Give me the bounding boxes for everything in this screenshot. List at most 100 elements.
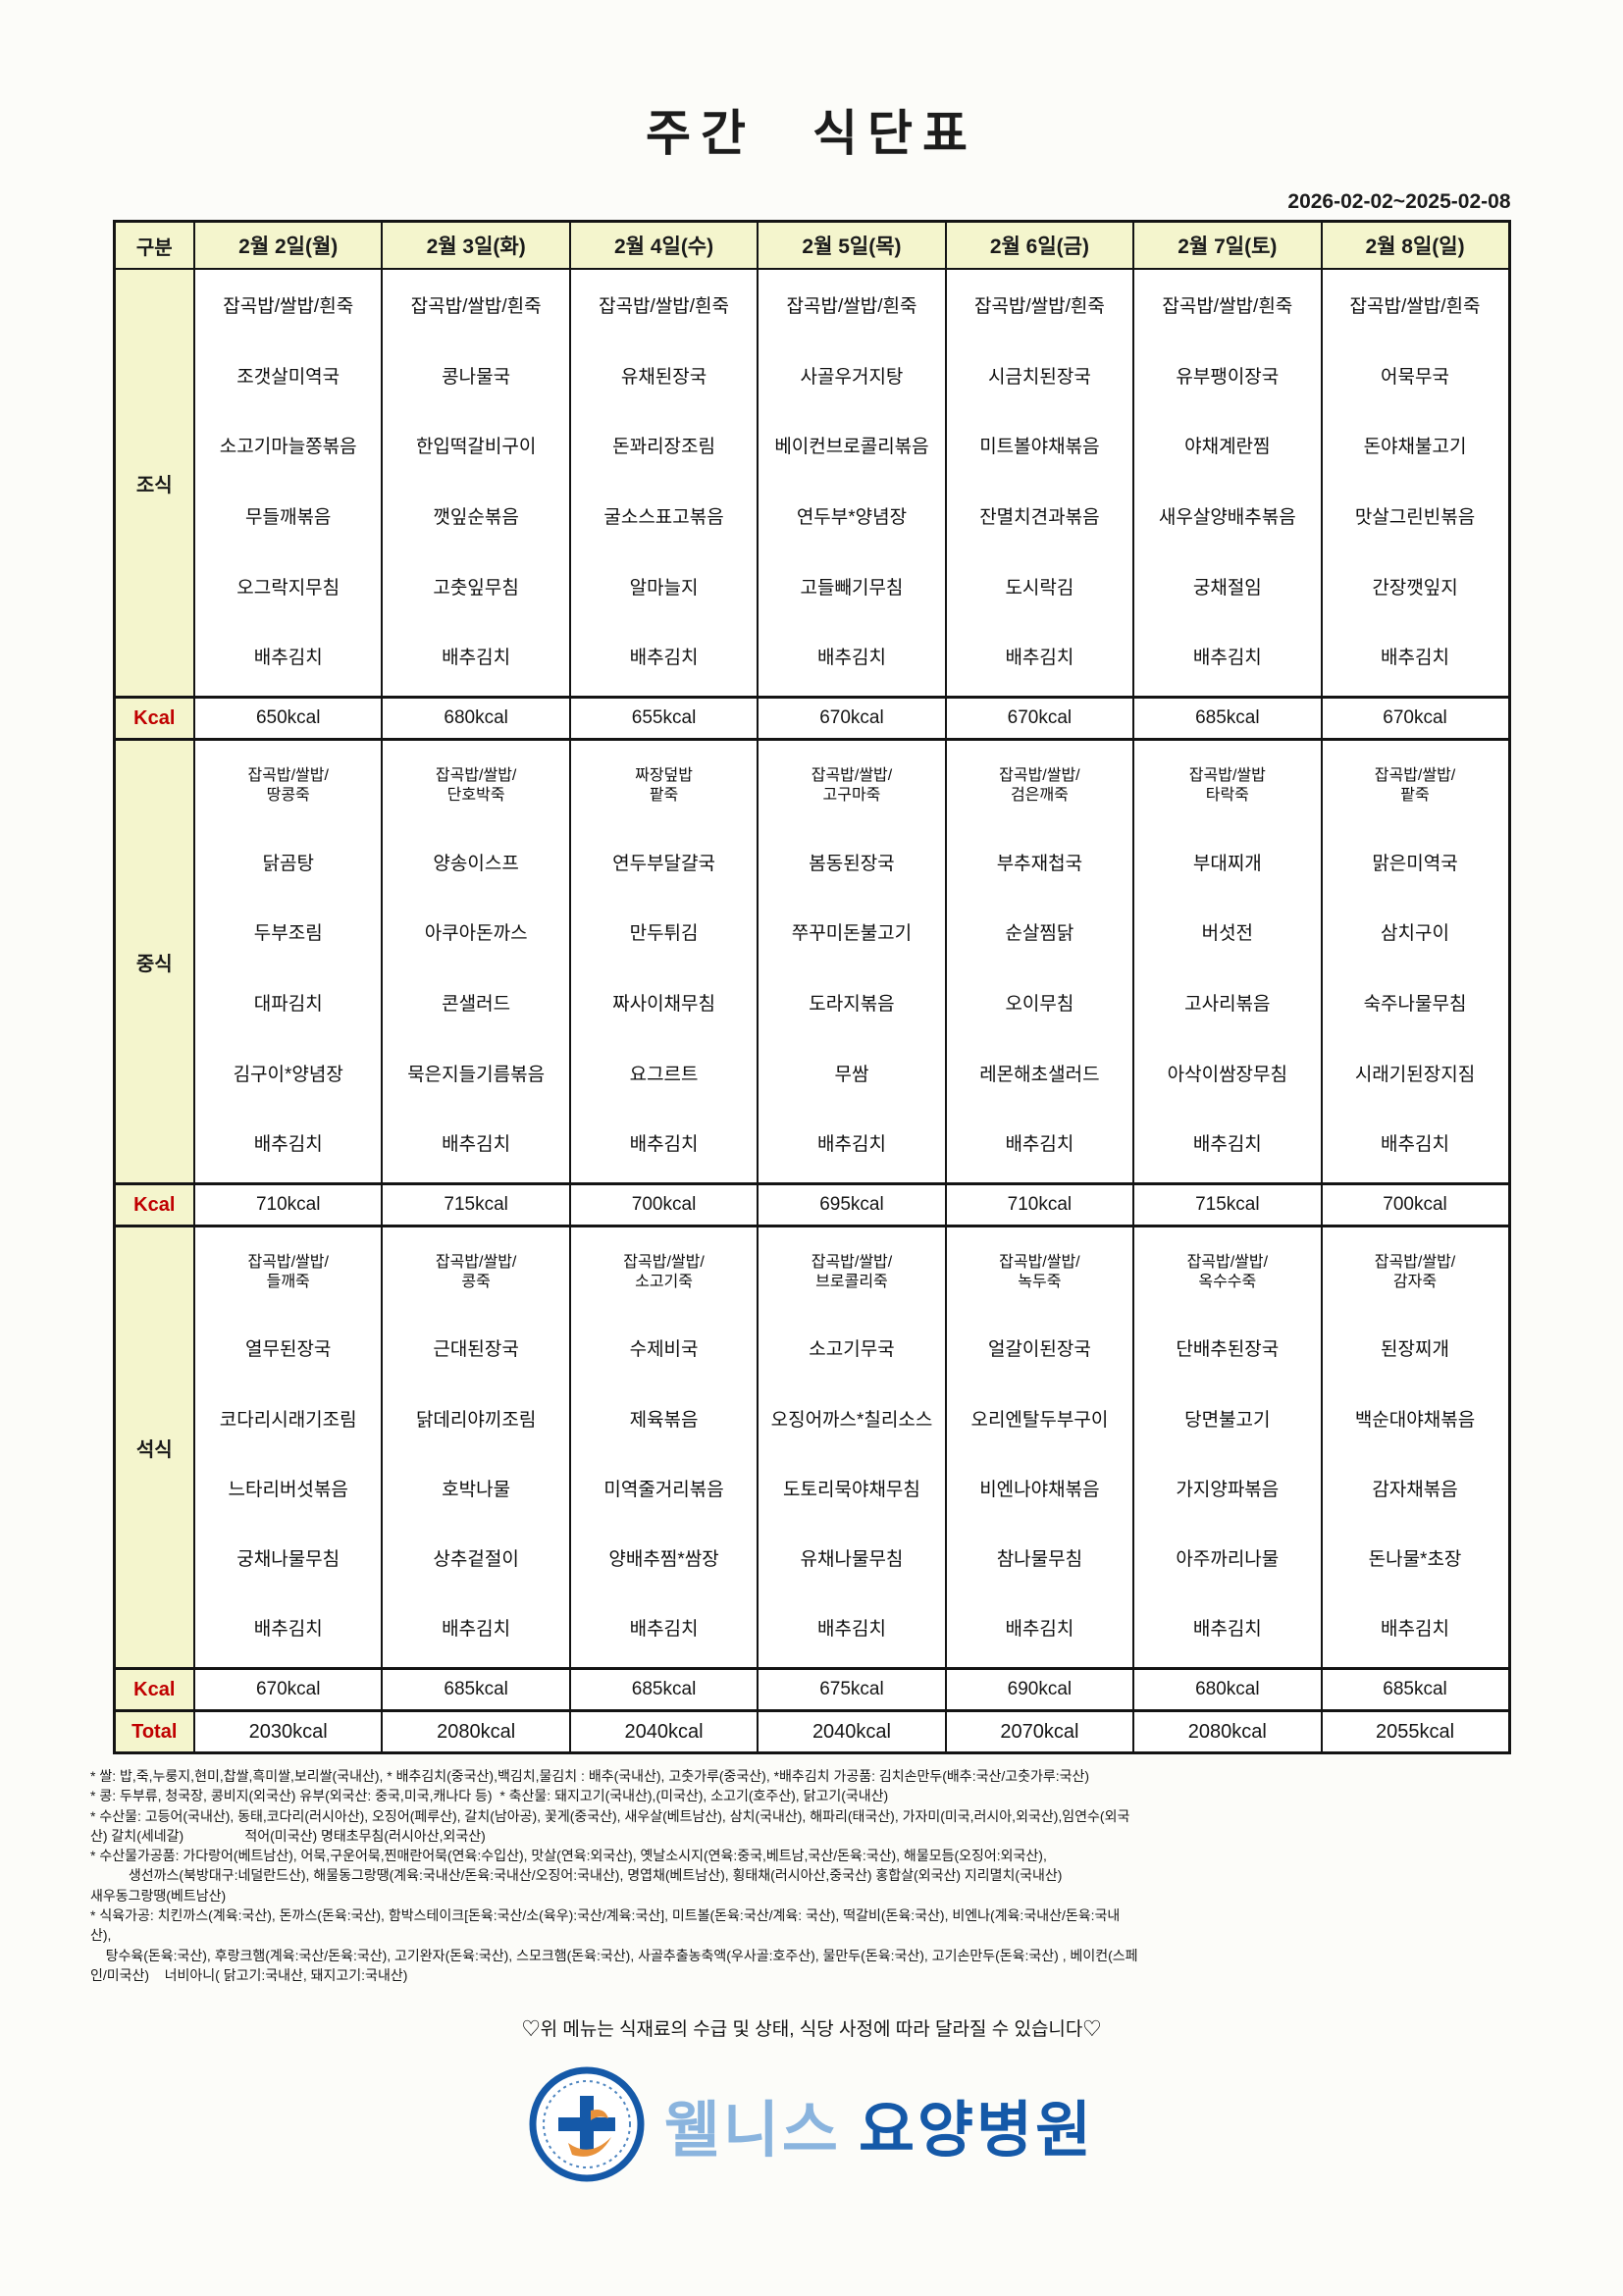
menu-stack: 잡곡밥/쌀밥/ 옥수수죽 단배추된장국 당면불고기 가지양파볶음 아주까리나물 배추김치 [1134, 1227, 1320, 1667]
kcal-value: 670kcal [192, 1667, 384, 1712]
total-value: 2055kcal [1320, 1709, 1511, 1754]
total-kcal-row: Total 2030kcal 2080kcal 2040kcal 2040kcal 20… [113, 1709, 1511, 1754]
row-label-breakfast: 조식 [113, 268, 195, 699]
menu-item: 삼치구이 [1381, 923, 1449, 945]
menu-cell: 잡곡밥/쌀밥/ 고구마죽 봄동된장국 쭈꾸미돈불고기 도라지볶음 무쌈 배추김치 [757, 738, 947, 1185]
menu-item: 잡곡밥/쌀밥/ 검은깨죽 [999, 766, 1080, 804]
day-header: 2월 7일(토) [1132, 220, 1323, 270]
menu-item: 잡곡밥/쌀밥/ 옥수수죽 [1186, 1253, 1269, 1290]
menu-item: 잡곡밥/쌀밥/흰죽 [410, 295, 542, 317]
kcal-value: 670kcal [944, 696, 1135, 741]
menu-item: 새우살양배추볶음 [1158, 506, 1296, 528]
menu-item: 어묵무국 [1381, 366, 1449, 388]
menu-item: 부추재첩국 [996, 853, 1083, 874]
menu-item: 배추김치 [1381, 648, 1449, 669]
menu-stack: 잡곡밥/쌀밥/흰죽 어묵무국 돈야채불고기 맛살그린빈볶음 간장깻잎지 배추김치 [1323, 270, 1508, 696]
menu-stack: 잡곡밥/쌀밥/ 녹두죽 얼갈이된장국 오리엔탈두부구이 비엔나야채볶음 참나물무침 배추김… [947, 1227, 1132, 1667]
kcal-value: 700kcal [568, 1182, 759, 1227]
kcal-value: 715kcal [381, 1182, 571, 1227]
menu-item: 대파김치 [253, 994, 323, 1016]
menu-item: 배추김치 [253, 1134, 323, 1156]
menu-item: 도토리묵야채무침 [783, 1479, 920, 1500]
menu-stack: 잡곡밥/쌀밥/흰죽 시금치된장국 미트볼야채볶음 잔멸치견과볶음 도시락김 배추김치 [947, 270, 1132, 696]
kcal-value: 675kcal [757, 1667, 947, 1712]
day-header: 2월 4일(수) [568, 220, 759, 270]
menu-item: 유채된장국 [620, 366, 707, 388]
day-header: 2월 3일(화) [381, 220, 571, 270]
menu-item: 백순대야채볶음 [1354, 1409, 1476, 1431]
hospital-name-light: 웰니스 [663, 2097, 841, 2166]
kcal-value: 680kcal [1132, 1667, 1323, 1712]
menu-item: 잡곡밥/쌀밥/흰죽 [973, 295, 1105, 317]
menu-item: 버섯전 [1201, 923, 1254, 945]
menu-item: 한입떡갈비구이 [415, 437, 537, 458]
menu-item: 야채계란찜 [1184, 437, 1271, 458]
menu-item: 양송이스프 [433, 853, 519, 874]
kcal-value: 685kcal [1132, 696, 1323, 741]
menu-item: 사골우거지탕 [800, 366, 904, 388]
menu-stack: 잡곡밥/쌀밥/ 소고기죽 수제비국 제육볶음 미역줄거리볶음 양배추찜*쌈장 배추김치 [571, 1227, 757, 1667]
menu-item: 양배추찜*쌈장 [608, 1549, 719, 1571]
menu-item: 당면불고기 [1184, 1409, 1271, 1431]
menu-cell: 잡곡밥/쌀밥/ 팥죽 맑은미역국 삼치구이 숙주나물무침 시래기된장지짐 배추김치 [1320, 738, 1511, 1185]
total-value: 2080kcal [381, 1709, 571, 1754]
menu-item: 잡곡밥/쌀밥/ 콩죽 [435, 1253, 517, 1290]
row-label-lunch: 중식 [113, 738, 195, 1185]
menu-item: 배추김치 [253, 648, 323, 669]
menu-item: 순살찜닭 [1005, 923, 1074, 945]
menu-item: 오그락지무침 [236, 577, 340, 599]
menu-cell: 잡곡밥/쌀밥/ 땅콩죽 닭곰탕 두부조림 대파김치 김구이*양념장 배추김치 [192, 738, 384, 1185]
menu-cell: 잡곡밥/쌀밥/ 들깨죽 열무된장국 코다리시래기조림 느타리버섯볶음 궁채나물무침 배추김… [192, 1225, 384, 1670]
hospital-emblem-icon [529, 2066, 645, 2182]
menu-cell: 잡곡밥/쌀밥/ 단호박죽 양송이스프 아쿠아돈까스 콘샐러드 묵은지들기름볶음 배추김치 [381, 738, 571, 1185]
menu-cell: 잡곡밥/쌀밥/흰죽 조갯살미역국 소고기마늘쫑볶음 무들깨볶음 오그락지무침 배추김치 [192, 268, 384, 699]
menu-item: 배추김치 [1381, 1619, 1449, 1641]
menu-item: 감자채볶음 [1372, 1479, 1458, 1500]
menu-item: 고춧잎무침 [433, 577, 519, 599]
menu-stack: 잡곡밥/쌀밥/ 팥죽 맑은미역국 삼치구이 숙주나물무침 시래기된장지짐 배추김치 [1323, 741, 1508, 1182]
menu-item: 미트볼야채볶음 [979, 437, 1100, 458]
total-label: Total [113, 1709, 195, 1754]
menu-item: 짜사이채무침 [612, 994, 715, 1016]
menu-stack: 잡곡밥/쌀밥/ 브로콜리죽 소고기무국 오징어까스*칠리소스 도토리묵야채무침 유채나물… [759, 1227, 944, 1667]
menu-item: 잡곡밥/쌀밥/ 단호박죽 [435, 766, 517, 804]
menu-cell: 잡곡밥/쌀밥 타락죽 부대찌개 버섯전 고사리볶음 아삭이쌈장무침 배추김치 [1132, 738, 1323, 1185]
lunch-row: 중식 잡곡밥/쌀밥/ 땅콩죽 닭곰탕 두부조림 대파김치 김구이*양념장 배추김치 잡곡밥/… [113, 738, 1511, 1185]
menu-item: 배추김치 [1192, 648, 1262, 669]
kcal-value: 715kcal [1132, 1182, 1323, 1227]
menu-item: 도시락김 [1005, 577, 1074, 599]
menu-item: 배추김치 [1192, 1134, 1262, 1156]
kcal-value: 670kcal [757, 696, 947, 741]
menu-item: 만두튀김 [629, 923, 699, 945]
menu-item: 간장깻잎지 [1372, 577, 1458, 599]
origin-footnotes: * 쌀: 밥,죽,누룽지,현미,찹쌀,흑미쌀,보리쌀(국내산), * 배추김치(… [90, 1768, 1138, 1983]
menu-item: 잡곡밥/쌀밥/흰죽 [1349, 295, 1481, 317]
menu-item: 잡곡밥/쌀밥/흰죽 [223, 295, 354, 317]
menu-item: 배추김치 [1192, 1619, 1262, 1641]
total-value: 2070kcal [944, 1709, 1135, 1754]
corner-label: 구분 [113, 220, 195, 270]
menu-item: 열무된장국 [245, 1339, 332, 1361]
menu-cell: 잡곡밥/쌀밥/ 검은깨죽 부추재첩국 순살찜닭 오이무침 레몬해초샐러드 배추김치 [944, 738, 1135, 1185]
menu-item: 코다리시래기조림 [219, 1409, 357, 1431]
menu-item: 무쌈 [834, 1064, 869, 1085]
kcal-value: 685kcal [381, 1667, 571, 1712]
menu-item: 배추김치 [1005, 1619, 1074, 1641]
menu-item: 잡곡밥/쌀밥/ 팥죽 [1374, 766, 1456, 804]
menu-cell: 잡곡밥/쌀밥/흰죽 유부팽이장국 야채계란찜 새우살양배추볶음 궁채절임 배추김치 [1132, 268, 1323, 699]
menu-item: 배추김치 [817, 1619, 886, 1641]
table-header-row: 구분 2월 2일(월) 2월 3일(화) 2월 4일(수) 2월 5일(목) 2월 6일… [113, 220, 1511, 270]
kcal-value: 710kcal [944, 1182, 1135, 1227]
menu-change-notice: ♡위 메뉴는 식재료의 수급 및 상태, 식당 사정에 따라 달라질 수 있습니… [521, 2019, 1102, 2041]
day-header: 2월 2일(월) [192, 220, 384, 270]
menu-item: 배추김치 [817, 1134, 886, 1156]
menu-cell: 잡곡밥/쌀밥/ 소고기죽 수제비국 제육볶음 미역줄거리볶음 양배추찜*쌈장 배추김치 [568, 1225, 759, 1670]
menu-stack: 잡곡밥/쌀밥/흰죽 콩나물국 한입떡갈비구이 깻잎순볶음 고춧잎무침 배추김치 [383, 270, 568, 696]
menu-item: 배추김치 [629, 648, 699, 669]
menu-item: 묵은지들기름볶음 [407, 1064, 546, 1085]
menu-cell: 잡곡밥/쌀밥/ 감자죽 된장찌개 백순대야채볶음 감자채볶음 돈나물*초장 배추김치 [1320, 1225, 1511, 1670]
breakfast-kcal-row: Kcal 650kcal 680kcal 655kcal 670kcal 670kcal… [113, 696, 1511, 741]
dinner-kcal-row: Kcal 670kcal 685kcal 685kcal 675kcal 690kcal… [113, 1667, 1511, 1712]
kcal-label: Kcal [113, 1667, 195, 1712]
menu-item: 돈나물*초장 [1368, 1549, 1462, 1571]
